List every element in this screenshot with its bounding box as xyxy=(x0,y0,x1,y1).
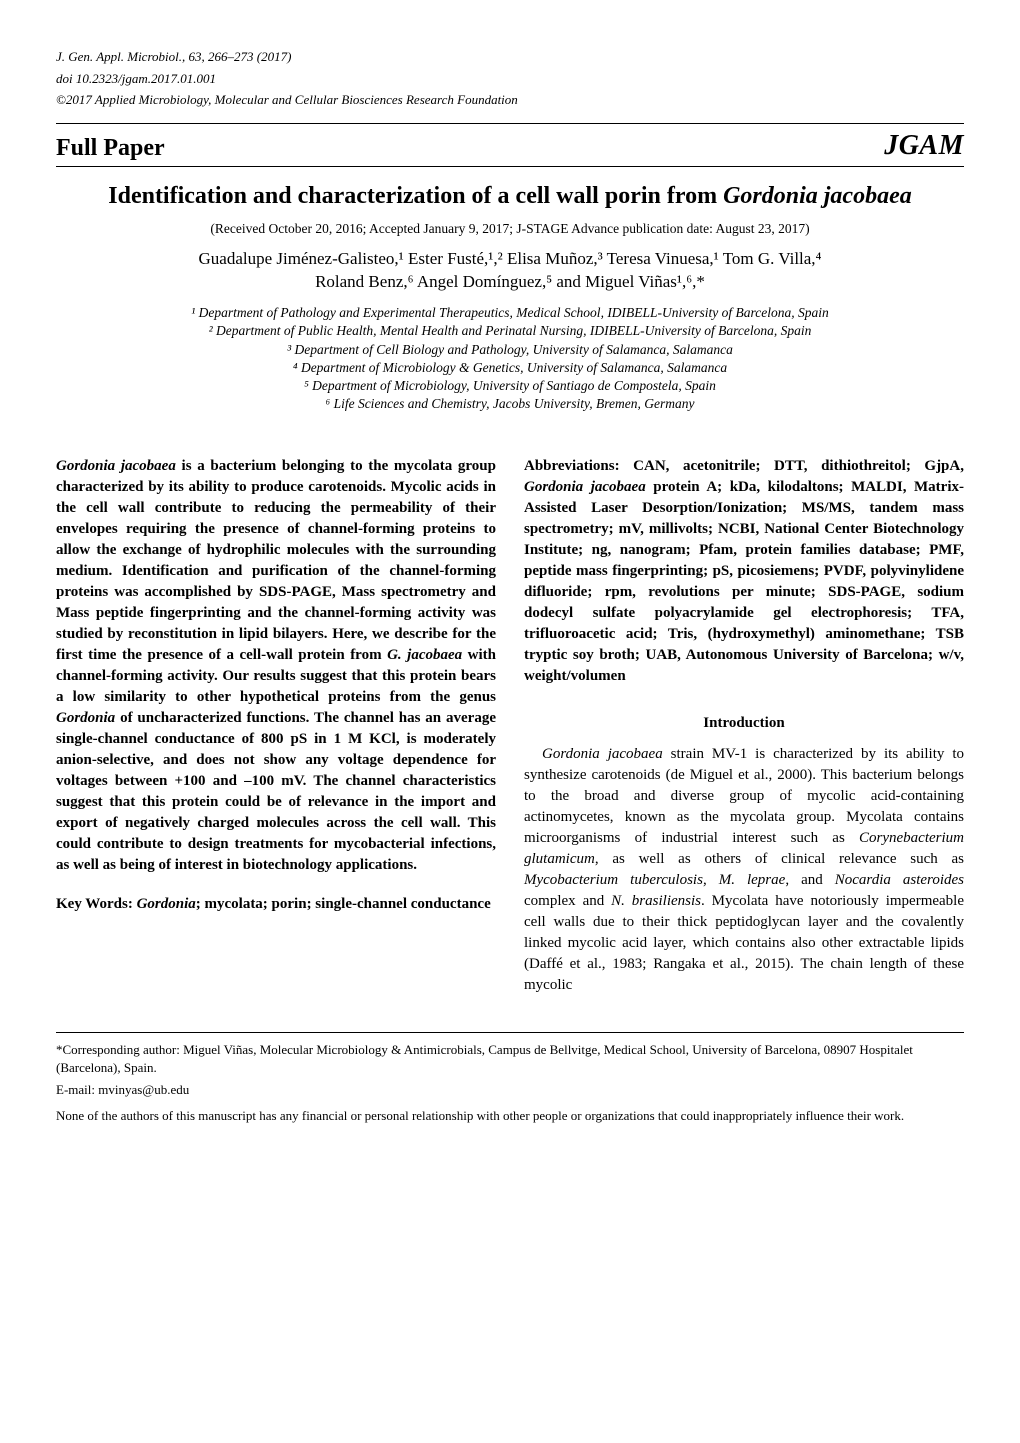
corresponding-email: E-mail: mvinyas@ub.edu xyxy=(56,1081,964,1099)
footer: *Corresponding author: Miguel Viñas, Mol… xyxy=(56,1032,964,1126)
affiliation-5: ⁵ Department of Microbiology, University… xyxy=(56,377,964,395)
keywords-label: Key Words: xyxy=(56,896,137,912)
journal-logo: JGAM xyxy=(884,130,964,162)
abbrev-pre: Abbreviations: CAN, acetonitrile; DTT, d… xyxy=(524,458,964,474)
introduction-heading: Introduction xyxy=(524,715,964,732)
intro-text-3: , xyxy=(703,872,719,888)
divider xyxy=(56,123,964,124)
keywords-species: Gordonia xyxy=(137,896,196,912)
affiliation-6: ⁶ Life Sciences and Chemistry, Jacobs Un… xyxy=(56,395,964,413)
abstract: Gordonia jacobaea is a bacterium belongi… xyxy=(56,456,496,876)
journal-citation: J. Gen. Appl. Microbiol., 63, 266–273 (2… xyxy=(56,48,964,66)
abstract-species-3: Gordonia xyxy=(56,710,115,726)
authors-line-2: Roland Benz,⁶ Angel Domínguez,⁵ and Migu… xyxy=(56,270,964,294)
keywords: Key Words: Gordonia; mycolata; porin; si… xyxy=(56,894,496,915)
intro-text-4: , and xyxy=(785,872,834,888)
intro-species-3: Mycobacterium tuberculosis xyxy=(524,872,703,888)
authors: Guadalupe Jiménez-Galisteo,¹ Ester Fusté… xyxy=(56,247,964,295)
intro-text-5: complex and xyxy=(524,893,611,909)
intro-species-1: Gordonia jacobaea xyxy=(542,746,663,762)
title-species: Gordonia jacobaea xyxy=(723,183,912,209)
abstract-species-1: Gordonia jacobaea xyxy=(56,458,176,474)
introduction-paragraph: Gordonia jacobaea strain MV-1 is charact… xyxy=(524,744,964,996)
affiliation-1: ¹ Department of Pathology and Experiment… xyxy=(56,304,964,322)
abstract-text-3: of uncharacterized functions. The channe… xyxy=(56,710,496,873)
received-dates: (Received October 20, 2016; Accepted Jan… xyxy=(56,221,964,237)
divider xyxy=(56,166,964,167)
affiliation-4: ⁴ Department of Microbiology & Genetics,… xyxy=(56,359,964,377)
conflict-statement: None of the authors of this manuscript h… xyxy=(56,1107,964,1125)
header-row: Full Paper JGAM xyxy=(56,130,964,162)
intro-text-2: , as well as others of clinical relevanc… xyxy=(595,851,964,867)
doi: doi 10.2323/jgam.2017.01.001 xyxy=(56,70,964,88)
left-column: Gordonia jacobaea is a bacterium belongi… xyxy=(56,456,496,996)
right-column: Abbreviations: CAN, acetonitrile; DTT, d… xyxy=(524,456,964,996)
keywords-rest: ; mycolata; porin; single-channel conduc… xyxy=(196,896,491,912)
abstract-text-1: is a bacterium belonging to the mycolata… xyxy=(56,458,496,663)
section-label: Full Paper xyxy=(56,135,165,162)
two-column-body: Gordonia jacobaea is a bacterium belongi… xyxy=(56,456,964,996)
affiliation-2: ² Department of Public Health, Mental He… xyxy=(56,322,964,340)
affiliations: ¹ Department of Pathology and Experiment… xyxy=(56,304,964,413)
abbrev-post: protein A; kDa, kilodaltons; MALDI, Matr… xyxy=(524,479,964,684)
affiliation-3: ³ Department of Cell Biology and Patholo… xyxy=(56,341,964,359)
intro-species-6: N. brasiliensis xyxy=(611,893,701,909)
abstract-species-2: G. jacobaea xyxy=(387,647,462,663)
corresponding-author: *Corresponding author: Miguel Viñas, Mol… xyxy=(56,1041,964,1077)
abbreviations: Abbreviations: CAN, acetonitrile; DTT, d… xyxy=(524,456,964,687)
article-title: Identification and characterization of a… xyxy=(56,181,964,211)
title-text: Identification and characterization of a… xyxy=(108,183,911,209)
footer-divider xyxy=(56,1032,964,1033)
intro-species-5: Nocardia asteroides xyxy=(835,872,964,888)
authors-line-1: Guadalupe Jiménez-Galisteo,¹ Ester Fusté… xyxy=(56,247,964,271)
intro-species-4: M. leprae xyxy=(719,872,786,888)
copyright: ©2017 Applied Microbiology, Molecular an… xyxy=(56,91,964,109)
abbrev-species: Gordonia jacobaea xyxy=(524,479,646,495)
